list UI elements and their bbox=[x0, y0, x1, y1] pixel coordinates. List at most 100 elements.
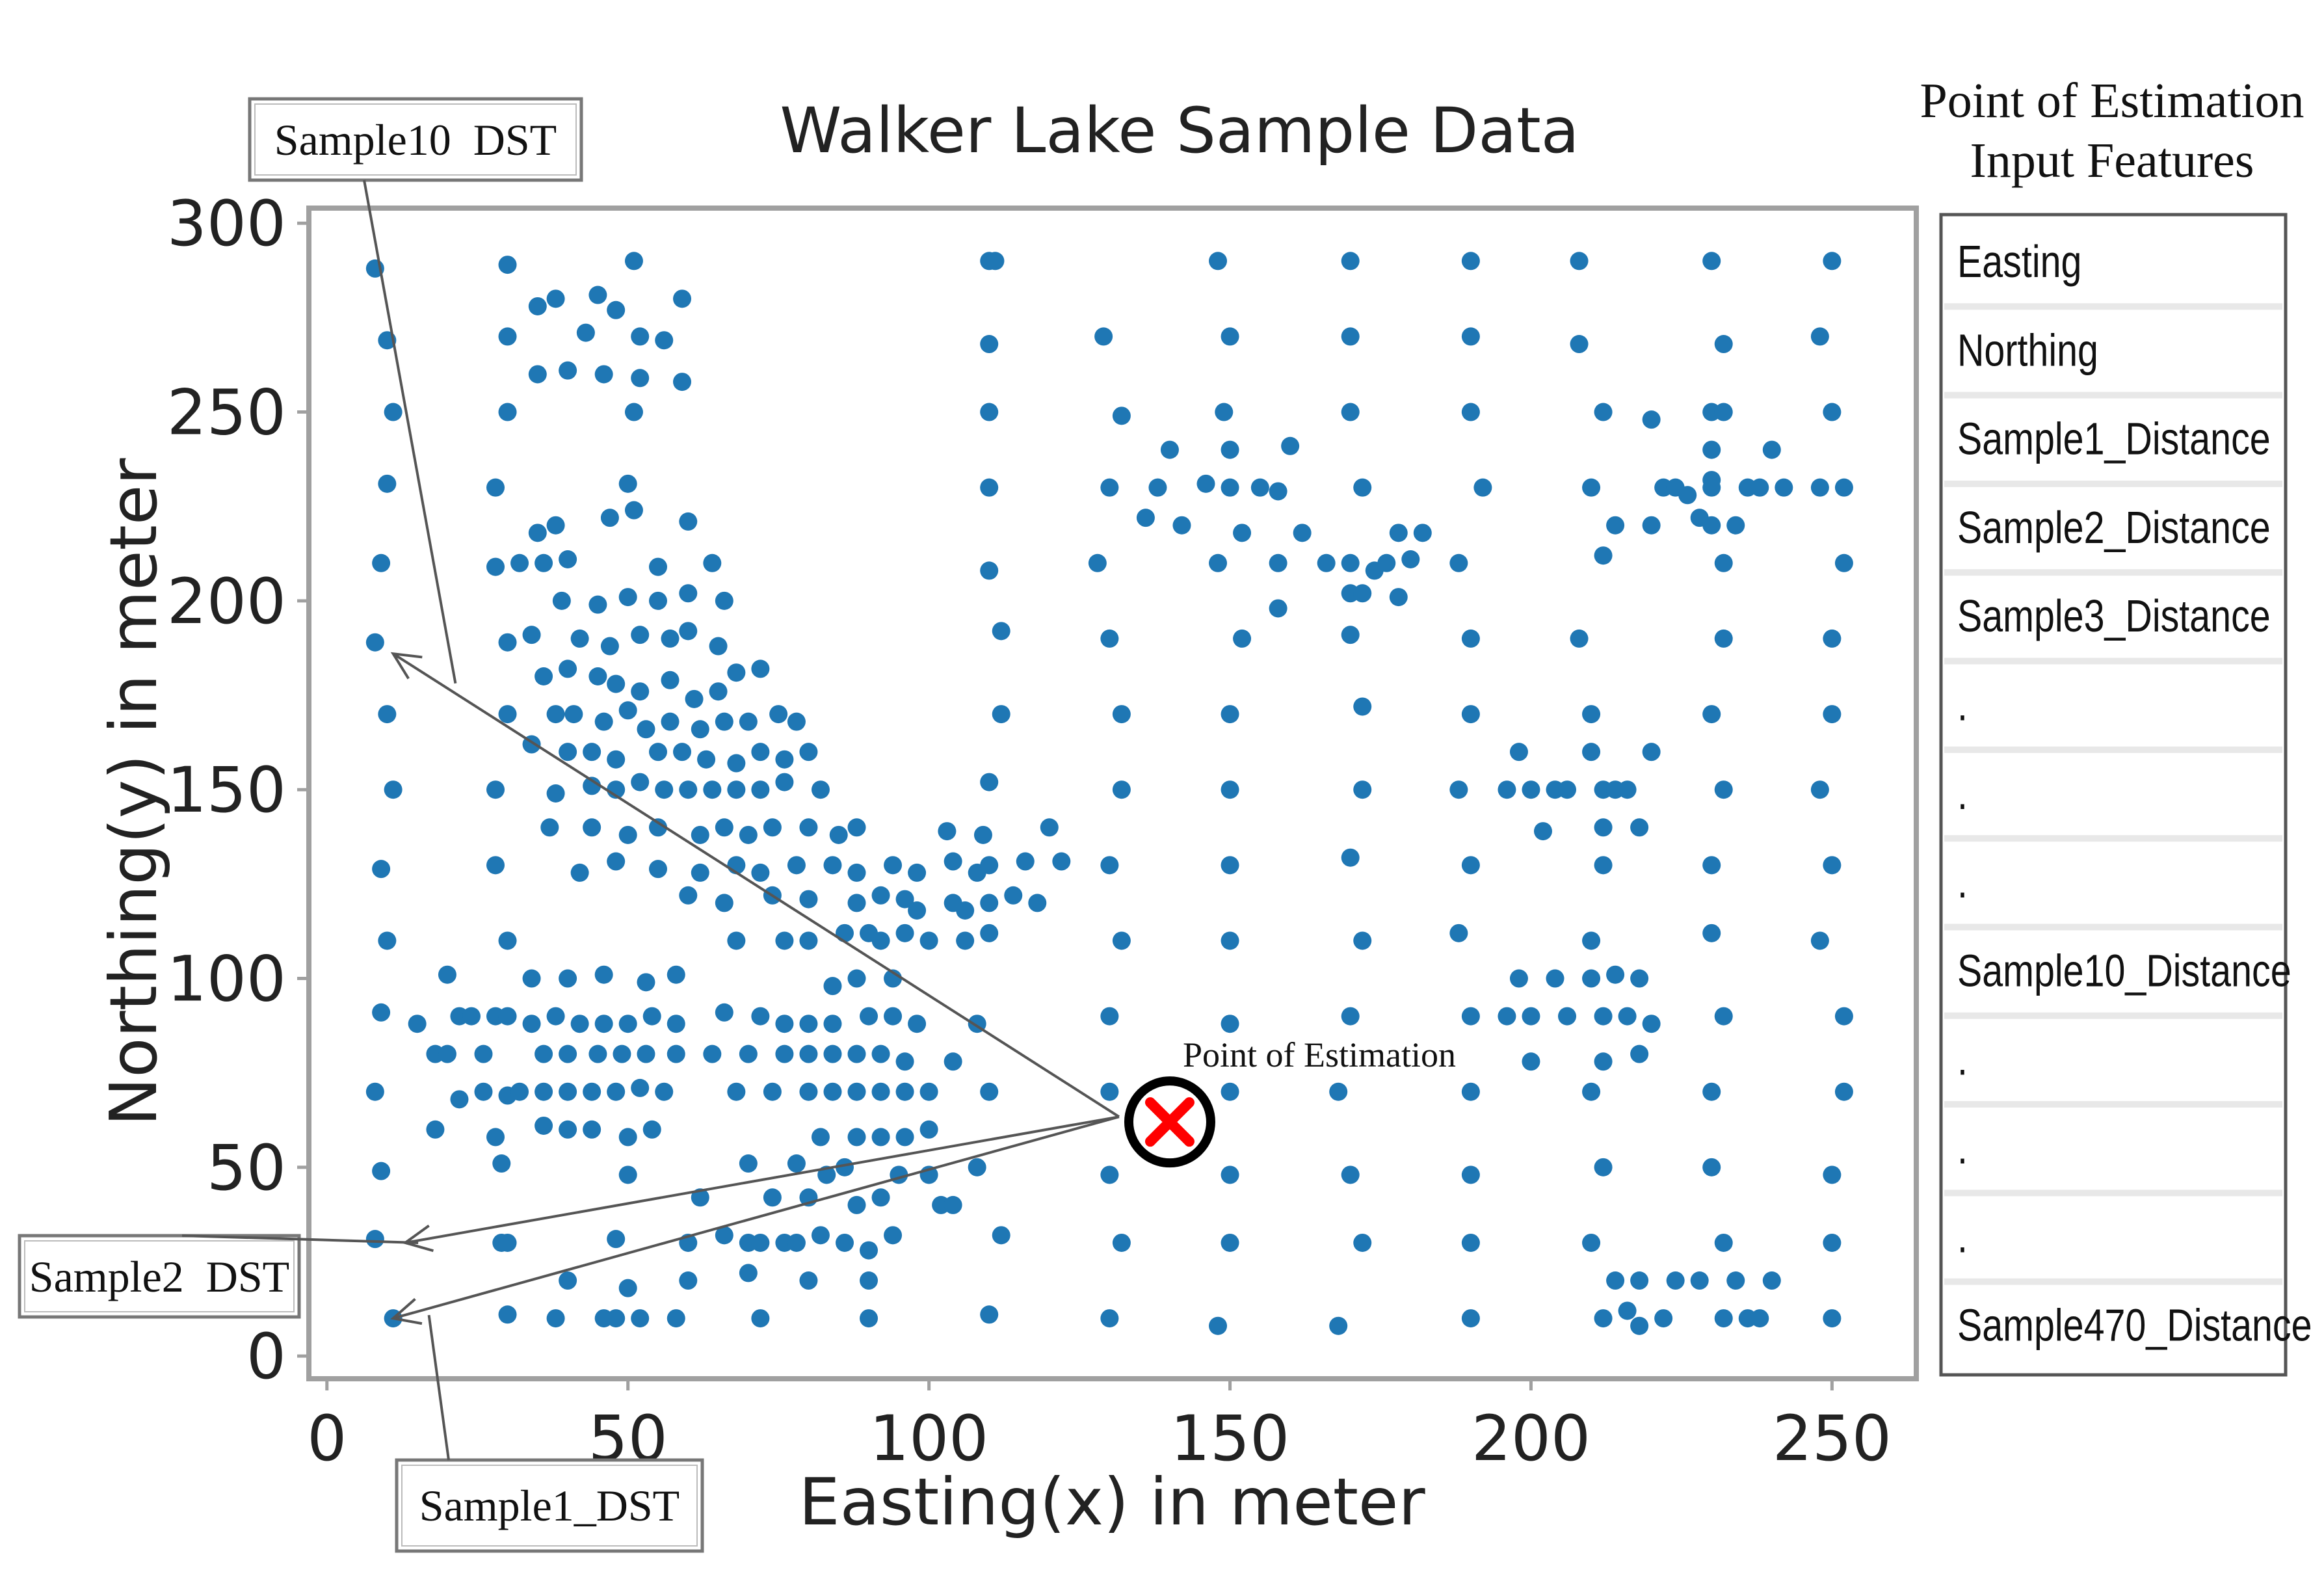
data-point bbox=[1618, 1007, 1637, 1026]
data-point bbox=[1570, 252, 1589, 271]
data-point bbox=[727, 1082, 746, 1101]
feature-panel-title-2: Input Features bbox=[1970, 133, 2254, 188]
data-point bbox=[637, 1044, 655, 1063]
data-point bbox=[648, 860, 667, 879]
data-point bbox=[1702, 1158, 1721, 1176]
data-point bbox=[1461, 1007, 1480, 1026]
data-point bbox=[860, 1271, 878, 1290]
data-point bbox=[679, 886, 698, 905]
data-point bbox=[871, 1188, 890, 1207]
data-point bbox=[378, 474, 397, 493]
data-point bbox=[860, 1007, 878, 1026]
data-point bbox=[1461, 1233, 1480, 1252]
data-point bbox=[1233, 629, 1252, 648]
data-point bbox=[1136, 509, 1155, 527]
data-point bbox=[583, 743, 601, 762]
data-point bbox=[365, 1082, 384, 1101]
data-point bbox=[751, 780, 770, 799]
feature-panel-frame bbox=[1939, 213, 2288, 1377]
data-point bbox=[378, 705, 397, 724]
data-point bbox=[1498, 780, 1516, 799]
feature-row-label: . bbox=[1957, 857, 1968, 908]
data-point bbox=[1209, 252, 1228, 271]
data-point bbox=[1401, 550, 1420, 568]
leader-line bbox=[181, 1234, 419, 1244]
data-point bbox=[938, 822, 957, 841]
data-point bbox=[498, 1233, 517, 1252]
data-point bbox=[751, 1007, 770, 1026]
data-point bbox=[1714, 629, 1733, 648]
data-point bbox=[1594, 1007, 1613, 1026]
data-point bbox=[1630, 1044, 1649, 1063]
data-point bbox=[1209, 1316, 1228, 1335]
data-point bbox=[648, 818, 667, 837]
data-point bbox=[751, 863, 770, 882]
data-point bbox=[546, 289, 565, 308]
data-point bbox=[1389, 524, 1408, 542]
data-point bbox=[703, 780, 722, 799]
data-point bbox=[618, 474, 637, 493]
data-point bbox=[691, 1188, 709, 1207]
data-point bbox=[727, 663, 746, 682]
data-point bbox=[474, 1044, 493, 1063]
data-point bbox=[992, 622, 1010, 641]
data-point bbox=[1714, 1233, 1733, 1252]
data-point bbox=[1702, 1082, 1721, 1101]
data-point bbox=[847, 1128, 866, 1147]
data-point bbox=[498, 705, 517, 724]
data-point bbox=[1702, 478, 1721, 497]
data-point bbox=[583, 1082, 601, 1101]
data-point bbox=[1642, 1015, 1661, 1033]
data-point bbox=[871, 1082, 890, 1101]
data-point bbox=[847, 969, 866, 988]
data-point bbox=[1473, 478, 1492, 497]
data-point bbox=[1702, 252, 1721, 271]
data-point bbox=[847, 1082, 866, 1101]
data-point bbox=[607, 1309, 626, 1328]
data-point bbox=[655, 1082, 674, 1101]
data-point bbox=[607, 674, 626, 693]
data-point bbox=[799, 890, 818, 909]
data-point bbox=[559, 1120, 577, 1139]
data-point bbox=[1750, 478, 1769, 497]
data-point bbox=[546, 1309, 565, 1328]
data-point bbox=[956, 901, 975, 920]
data-point bbox=[1353, 780, 1372, 799]
data-point bbox=[836, 1233, 854, 1252]
distance-arrow bbox=[393, 1115, 1120, 1320]
data-point bbox=[372, 1162, 391, 1180]
data-point bbox=[811, 1226, 830, 1245]
data-point bbox=[1702, 516, 1721, 535]
data-point bbox=[1522, 780, 1540, 799]
data-point bbox=[552, 591, 571, 610]
data-point bbox=[787, 1233, 806, 1252]
data-point bbox=[631, 626, 650, 644]
data-point bbox=[1702, 705, 1721, 724]
data-point bbox=[847, 863, 866, 882]
data-point bbox=[1714, 335, 1733, 354]
feature-row-divider bbox=[1944, 392, 2282, 399]
data-point bbox=[588, 595, 607, 614]
data-point bbox=[1642, 743, 1661, 762]
data-point bbox=[715, 818, 733, 837]
data-point bbox=[492, 1154, 511, 1173]
x-tick-label: 200 bbox=[1472, 1402, 1591, 1475]
data-point bbox=[498, 931, 517, 950]
data-point bbox=[727, 931, 746, 950]
feature-row-label: Northing bbox=[1957, 325, 2098, 376]
data-point bbox=[1100, 629, 1119, 648]
data-point bbox=[372, 553, 391, 572]
feature-row-label: Sample3_Distance bbox=[1957, 591, 2271, 642]
feature-row-label: Sample1_Distance bbox=[1957, 413, 2271, 464]
data-point bbox=[613, 1044, 631, 1063]
data-point bbox=[1714, 403, 1733, 421]
data-point bbox=[1642, 516, 1661, 535]
data-point bbox=[980, 335, 999, 354]
x-axis-label: Easting(x) in meter bbox=[799, 1464, 1425, 1540]
data-point bbox=[522, 626, 541, 644]
data-point bbox=[1100, 1007, 1119, 1026]
data-point bbox=[1461, 1165, 1480, 1184]
data-point bbox=[642, 1007, 661, 1026]
data-point bbox=[426, 1120, 445, 1139]
data-point bbox=[1269, 482, 1287, 501]
